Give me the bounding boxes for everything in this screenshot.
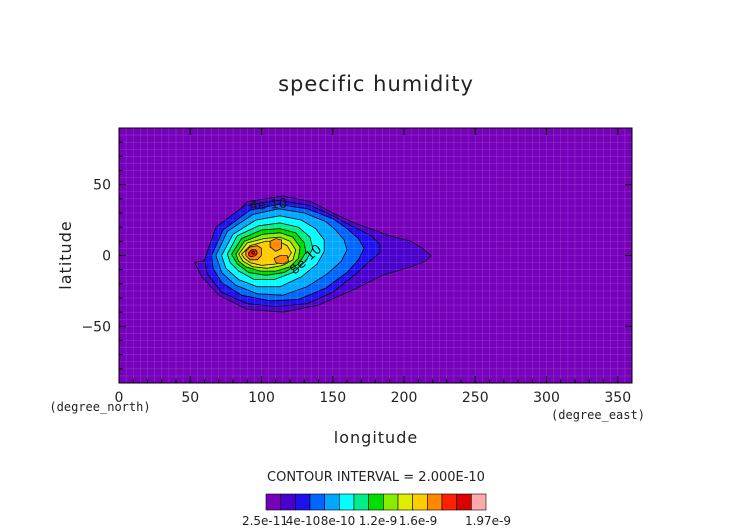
x-tick-label: 50	[181, 390, 199, 406]
y-units-label: (degree_north)	[49, 400, 150, 414]
colorbar-tick-label: 1.2e-9	[359, 514, 397, 528]
colorbar-swatch	[368, 493, 384, 511]
colorbar-swatch	[412, 493, 428, 511]
colorbar-swatch	[353, 493, 369, 511]
y-tick-marks	[119, 141, 632, 370]
contour-label-0: 4e-10	[249, 196, 287, 214]
contour-band-11	[269, 238, 282, 252]
colorbar-swatch	[309, 493, 325, 511]
colorbar-swatch	[456, 493, 472, 511]
y-tick-label: 50	[93, 178, 111, 194]
x-tick-label: 250	[462, 390, 489, 406]
colorbar-tick-label: 1.6e-9	[399, 514, 437, 528]
x-tick-marks	[118, 128, 619, 383]
y-axis-label: latitude	[56, 220, 75, 289]
grid-lines	[119, 128, 632, 383]
colorbar-tick-label: 4e-10	[286, 514, 321, 528]
x-tick-label: 0	[115, 390, 124, 406]
y-tick-labels: 50 0 −50	[81, 178, 111, 336]
colorbar-swatch	[427, 493, 443, 511]
contour-interval-text: CONTOUR INTERVAL = 2.000E-10	[267, 470, 485, 485]
x-tick-label: 100	[248, 390, 275, 406]
colorbar-swatch	[265, 493, 281, 511]
y-tick-label: −50	[81, 319, 111, 335]
colorbar	[265, 493, 487, 511]
x-tick-labels: 0 50 100 150 200 250 300 350	[115, 390, 632, 406]
colorbar-swatch	[339, 493, 355, 511]
colorbar-tick-label: 8e-10	[321, 514, 356, 528]
x-axis-label: longitude	[334, 428, 418, 447]
x-tick-label: 200	[391, 390, 418, 406]
colorbar-swatch	[324, 493, 340, 511]
chart-title: specific humidity	[278, 72, 474, 96]
colorbar-swatch	[397, 493, 413, 511]
colorbar-tick-label: 2.5e-11	[242, 514, 288, 528]
colorbar-swatch	[295, 493, 311, 511]
colorbar-swatch	[280, 493, 296, 511]
contour-band-14	[250, 250, 255, 255]
colorbar-swatch	[383, 493, 399, 511]
x-tick-label: 350	[604, 390, 631, 406]
x-tick-label: 150	[319, 390, 346, 406]
colorbar-swatch	[471, 493, 487, 511]
contour-band-12	[273, 255, 290, 265]
x-units-label: (degree_east)	[551, 408, 645, 422]
x-tick-label: 300	[533, 390, 560, 406]
y-tick-label: 0	[102, 249, 111, 265]
colorbar-tick-label: 1.97e-9	[465, 514, 511, 528]
contour-fills	[193, 195, 432, 313]
colorbar-swatch	[441, 493, 457, 511]
